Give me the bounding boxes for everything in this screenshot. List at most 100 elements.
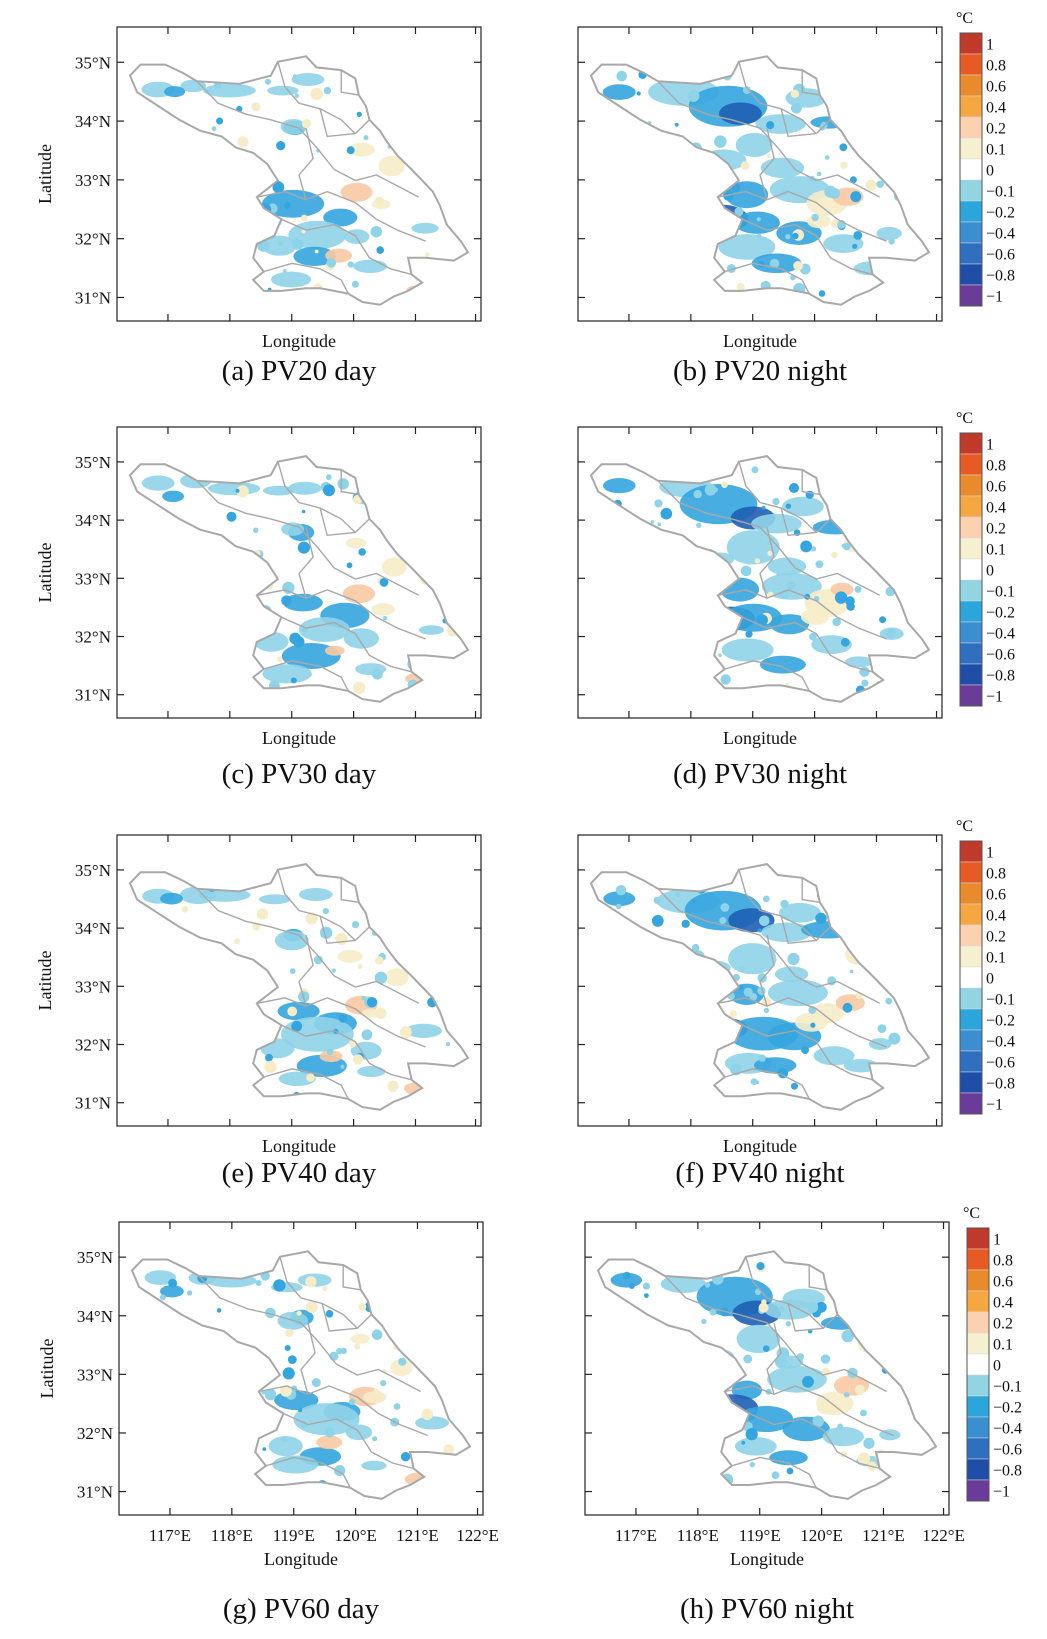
anomaly-speck <box>840 161 848 169</box>
city-boundary <box>742 218 873 276</box>
anomaly-speck <box>264 1388 277 1401</box>
cooling-patch <box>271 271 312 288</box>
cooling-patch <box>660 1275 707 1293</box>
anomaly-speck <box>745 1428 758 1441</box>
cooling-patch <box>357 1066 386 1077</box>
lat-tick-label: 33°N <box>77 1365 113 1384</box>
lat-tick-label: 31°N <box>77 1483 113 1502</box>
map-panel-f: Longitude(f) PV40 night °C 1 0.8 0.6 0.4 0.2 0.… <box>577 818 1015 1189</box>
city-boundary <box>742 616 873 673</box>
warming-patch <box>801 608 830 625</box>
anomaly-speck <box>865 179 877 191</box>
anomaly-speck <box>785 503 792 509</box>
cooling-patch <box>735 133 773 157</box>
cooling-patch <box>323 208 358 227</box>
anomaly-speck <box>424 252 430 258</box>
city-boundary <box>340 70 359 96</box>
lon-tick-label: 120°E <box>334 1526 377 1545</box>
anomaly-speck <box>756 614 768 626</box>
anomaly-speck <box>793 261 803 271</box>
city-boundary <box>298 127 314 200</box>
anomaly-speck <box>375 956 384 965</box>
anomaly-speck <box>615 903 622 910</box>
cooling-patch <box>721 638 774 662</box>
anomaly-speck <box>338 1014 348 1023</box>
anomaly-speck <box>886 628 897 639</box>
anomaly-speck <box>807 1301 819 1313</box>
cooling-patch <box>734 211 780 234</box>
colorbar-label: 0.1 <box>986 542 1006 559</box>
lon-tick-label: 119°E <box>273 1526 315 1545</box>
lon-tick-label: 122°E <box>456 1526 499 1545</box>
colorbar-unit: °C <box>956 818 973 835</box>
colorbar-swatch <box>959 116 983 139</box>
colorbar-label: −0.4 <box>986 626 1015 643</box>
anomaly-speck <box>885 997 893 1005</box>
cooling-patch <box>180 79 207 93</box>
city-boundary <box>780 108 831 138</box>
city-boundary <box>759 934 775 1007</box>
map-panel-e: 35°N 34°N 33°N 32°N 31°N Longitude Latitude (e)… <box>35 834 482 1189</box>
anomaly-speck <box>701 1318 707 1325</box>
anomaly-speck <box>720 674 731 685</box>
colorbar-label: 1 <box>993 1232 1001 1249</box>
anomaly-speck <box>831 551 838 559</box>
map-panel-b: Longitude (b) PV20 night °C 1 0.8 0.6 0.4 0.2 0.… <box>577 10 1015 387</box>
anomaly-speck <box>777 1068 789 1079</box>
cooling-patch <box>361 1460 387 1471</box>
anomaly-speck <box>767 550 773 556</box>
anomaly-speck <box>323 484 335 497</box>
anomaly-speck <box>860 1409 867 1417</box>
anomaly-speck <box>375 1007 387 1019</box>
anomaly-speck <box>380 1380 387 1387</box>
panel-caption: (a) PV20 day <box>222 355 377 387</box>
anomaly-speck <box>372 668 383 680</box>
anomaly-speck <box>692 899 697 904</box>
anomaly-speck <box>751 466 759 474</box>
city-boundary <box>342 1265 361 1291</box>
anomaly-speck <box>211 126 217 132</box>
city-boundary <box>256 997 426 1048</box>
panel-caption: (f) PV40 night <box>675 1157 844 1189</box>
anomaly-speck <box>265 1307 276 1319</box>
y-axis-title: Latitude <box>37 1339 57 1399</box>
anomaly-speck <box>857 1452 871 1465</box>
colorbar-swatch <box>959 53 983 76</box>
anomaly-speck <box>888 238 895 245</box>
anomaly-speck <box>326 1048 334 1056</box>
anomaly-speck <box>841 1329 854 1343</box>
anomaly-speck <box>693 490 702 499</box>
city-boundaries <box>196 869 426 1100</box>
anomaly-speck <box>657 522 662 527</box>
cooling-patch <box>415 1416 449 1430</box>
city-boundary <box>256 190 426 242</box>
cooling-patch <box>293 246 337 266</box>
panel-caption: (h) PV60 night <box>680 1593 854 1625</box>
panel-caption: (g) PV60 day <box>223 1593 380 1625</box>
anomaly-speck <box>361 1029 373 1041</box>
anomaly-speck <box>615 885 627 896</box>
colorbar-swatch <box>959 642 983 665</box>
city-boundary <box>263 262 349 295</box>
anomaly-speck <box>264 1060 277 1074</box>
anomaly-speck <box>877 1024 887 1033</box>
colorbar-swatch <box>959 558 983 581</box>
anomaly-speck <box>849 969 854 974</box>
warming-patch <box>378 155 405 177</box>
warming-patch <box>830 582 854 597</box>
cooling-patch <box>728 908 775 933</box>
city-boundary <box>808 1265 827 1291</box>
city-boundary <box>319 507 370 537</box>
anomaly-speck <box>376 246 385 254</box>
colorbar-label: −0.4 <box>986 226 1015 243</box>
city-boundary <box>277 461 356 534</box>
anomaly-speck <box>636 91 641 96</box>
warming-patch <box>381 557 407 577</box>
anomaly-speck <box>251 102 261 112</box>
anomaly-speck <box>660 507 673 520</box>
warming-patch <box>325 645 345 656</box>
anomaly-speck <box>310 87 323 101</box>
city-boundary <box>198 1275 337 1365</box>
anomaly-speck <box>863 1437 875 1449</box>
cooling-patch <box>259 894 291 905</box>
